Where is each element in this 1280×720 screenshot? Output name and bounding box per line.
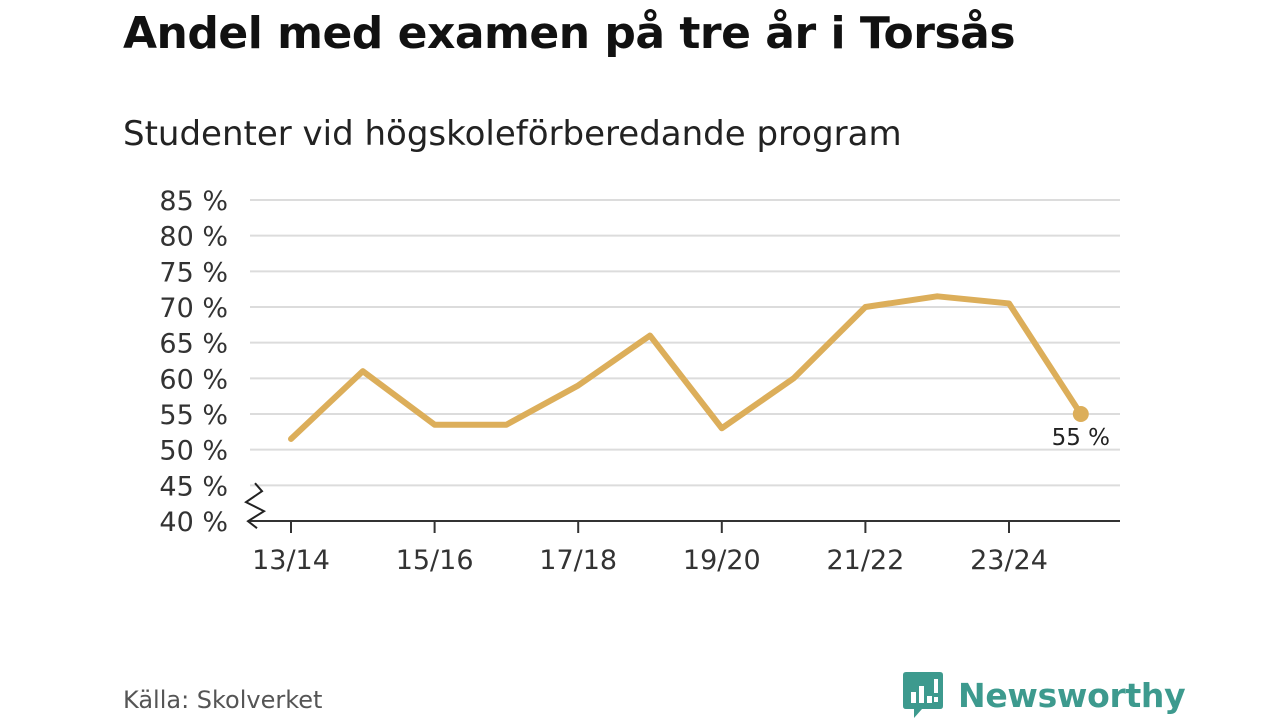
x-tick-label: 23/24: [970, 545, 1048, 576]
chart-title: Andel med examen på tre år i Torsås: [123, 8, 1016, 59]
end-point-marker: [1072, 406, 1089, 422]
x-tick-label: 13/14: [252, 545, 330, 576]
end-label-halo: 55 %: [1052, 425, 1110, 451]
label-layer: 40 % 45 % 50 % 55 % 60 % 65 % 70 % 75 % 80 % 85 %…: [159, 186, 1113, 576]
y-tick-label: 70 %: [159, 293, 228, 324]
y-tick-label: 65 %: [159, 329, 228, 360]
chart-subtitle: Studenter vid högskoleförberedande progr…: [123, 114, 902, 154]
newsworthy-logo-icon: [903, 672, 943, 718]
x-tick-label: 21/22: [826, 545, 904, 576]
y-tick-label: 85 %: [159, 186, 228, 217]
x-tick-label: 17/18: [539, 545, 617, 576]
series-layer: [288, 293, 1089, 442]
y-tick-label: 80 %: [159, 222, 228, 253]
line-chart: 40 % 45 % 50 % 55 % 60 % 65 % 70 % 75 % 80 % 85 %…: [159, 186, 1120, 576]
y-tick-label: 75 %: [159, 257, 228, 288]
y-tick-label: 45 %: [159, 471, 228, 502]
x-tick-label: 15/16: [396, 545, 474, 576]
axis-layer: [244, 482, 1120, 533]
brand-name: Newsworthy: [958, 675, 1186, 715]
y-tick-label: 40 %: [159, 507, 228, 538]
y-tick-label: 50 %: [159, 436, 228, 467]
brand-logo: Newsworthy: [902, 670, 1186, 720]
y-tick-label: 60 %: [159, 364, 228, 395]
end-value-label: 55 %: [1052, 425, 1110, 451]
source-note: Källa: Skolverket: [123, 686, 323, 714]
axis-break-icon: [244, 482, 267, 529]
x-tick-label: 19/20: [683, 545, 761, 576]
y-tick-label: 55 %: [159, 400, 228, 431]
series-line: [288, 293, 1084, 442]
grid-layer: [250, 199, 1120, 487]
